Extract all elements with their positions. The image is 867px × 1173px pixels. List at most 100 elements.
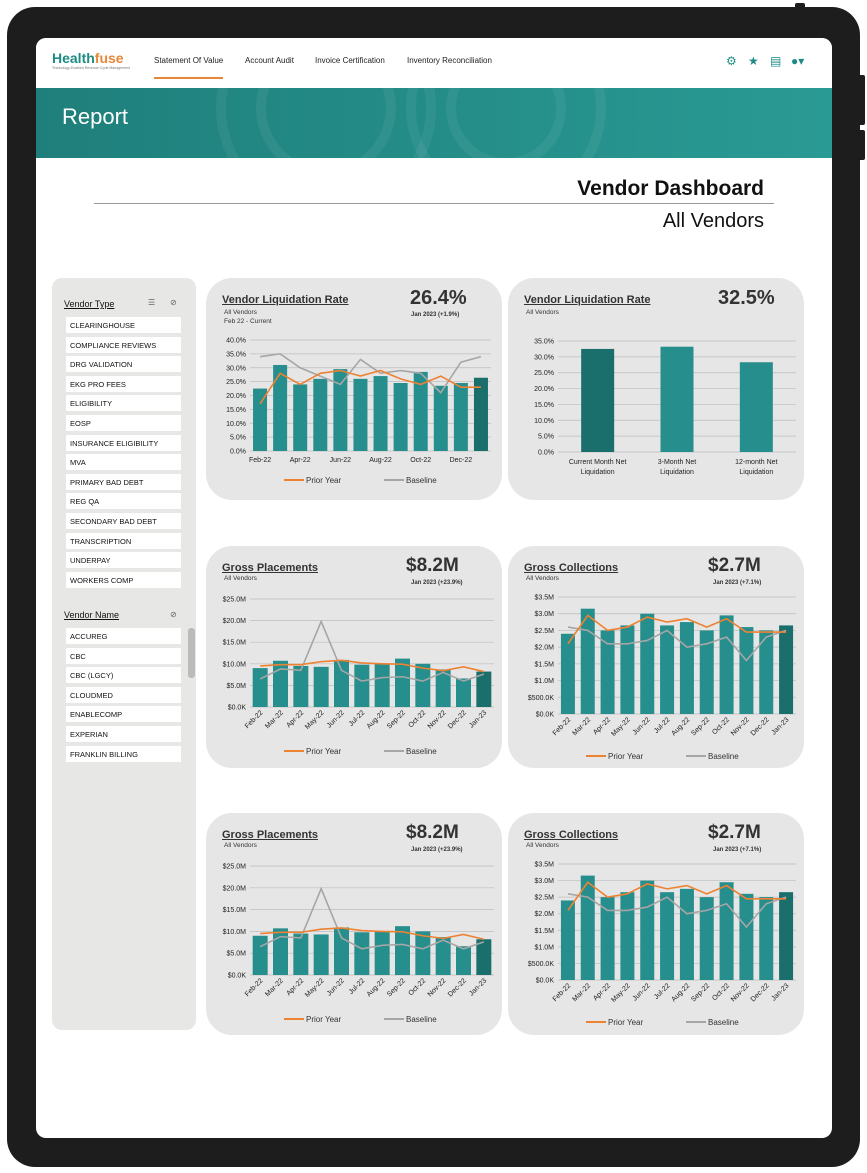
vendor-type-item-2[interactable]: DRG VALIDATION [66, 356, 181, 373]
user-menu-icon[interactable]: ●▾ [791, 54, 805, 68]
x-tick-label: Jun-22 [330, 457, 352, 464]
vendor-name-item-1[interactable]: CBC [66, 647, 181, 664]
bar [373, 376, 388, 451]
vendor-type-item-7[interactable]: MVA [66, 454, 181, 471]
y-tick-label: $10.0M [223, 661, 247, 668]
vendor-type-item-11[interactable]: TRANSCRIPTION [66, 532, 181, 549]
vendor-type-item-5[interactable]: EOSP [66, 415, 181, 431]
bar [334, 927, 349, 975]
y-tick-label: $3.5M [535, 595, 555, 602]
star-icon[interactable]: ★ [748, 54, 759, 68]
prior-year-line [567, 881, 787, 911]
bar [313, 666, 329, 707]
bar [620, 892, 635, 980]
x-tick-label: Nov-22 [427, 709, 448, 730]
legend-baseline-label: Baseline [406, 476, 437, 485]
y-tick-label: 35.0% [534, 339, 554, 346]
prior-year-line [259, 369, 481, 405]
x-tick-label: Oct-22 [407, 709, 427, 729]
kpi-value: $2.7M [708, 822, 761, 843]
vendor-name-item-3[interactable]: CLOUDMED [66, 686, 181, 703]
y-tick-label: 30.0% [226, 365, 246, 372]
nav-account-audit[interactable]: Account Audit [245, 56, 294, 65]
clear-filter-icon-2[interactable]: ⊘ [170, 610, 177, 619]
bar [660, 625, 675, 714]
nav-invoice-certification[interactable]: Invoice Certification [315, 56, 385, 65]
vendor-name-item-4[interactable]: ENABLECOMP [66, 706, 181, 723]
bar [679, 888, 694, 980]
x-tick-label: Jun-22 [326, 709, 346, 729]
baseline-line [259, 353, 482, 394]
vendor-type-item-1[interactable]: COMPLIANCE REVIEWS [66, 336, 181, 353]
bar [473, 377, 488, 451]
vendor-type-item-4[interactable]: ELIGIBILITY [66, 395, 181, 412]
multi-select-icon[interactable]: ☰ [148, 298, 156, 307]
card-subtitle: All Vendors [224, 575, 257, 582]
x-tick-label: Jan-23 [468, 709, 488, 729]
nav-statement-of-value[interactable]: Statement Of Value [154, 56, 224, 79]
card-gross-collections-2: $0.0K $500.0K $1.0M $1.5M $2.0M $2.5M $3.0M $3.… [508, 813, 804, 1035]
x-tick-label: Dec-22 [450, 457, 473, 464]
logo-tagline: Technology-Enabled Revenue Cycle Managem… [52, 66, 130, 70]
vendor-type-item-8[interactable]: PRIMARY BAD DEBT [66, 473, 181, 490]
bar [779, 892, 794, 980]
vendor-type-item-10[interactable]: SECONDARY BAD DEBT [66, 513, 181, 529]
liquidation-rate-chart: 0.0% 5.0% 10.0% 15.0% 20.0% 25.0% 30.0% 35.0% 40… [226, 338, 491, 485]
y-tick-label: $10.0M [223, 929, 247, 936]
bar [560, 633, 575, 714]
x-tick-label: Oct-22 [711, 982, 731, 1002]
y-tick-label: $15.0M [223, 907, 247, 914]
y-tick-label: 25.0% [226, 379, 246, 386]
y-tick-label: $2.5M [535, 628, 555, 635]
vendor-name-item-5[interactable]: EXPERIAN [66, 726, 181, 742]
liquidation-summary-chart: 0.0% 5.0% 10.0% 15.0% 20.0% 25.0% 30.0% 35.0% Cu… [534, 339, 796, 476]
y-tick-label: $20.0M [223, 885, 247, 892]
vendor-name-item-6[interactable]: FRANKLIN BILLING [66, 745, 181, 762]
healthfuse-logo[interactable]: Healthfuse [52, 50, 124, 66]
vendor-type-item-13[interactable]: WORKERS COMP [66, 571, 181, 588]
bar [456, 678, 471, 707]
y-tick-label: $2.5M [535, 895, 555, 902]
bar [293, 933, 309, 975]
x-tick-label: Dec-22 [447, 977, 468, 998]
notifications-icon[interactable]: ▤ [770, 54, 782, 68]
legend-baseline-label: Baseline [708, 1018, 739, 1027]
vendor-name-item-0[interactable]: ACCUREG [66, 628, 181, 644]
x-tick-label-line2: Liquidation [660, 469, 694, 476]
vendor-name-item-2[interactable]: CBC (LGCY) [66, 667, 181, 684]
bar [699, 630, 714, 714]
bar [560, 900, 575, 980]
bar [660, 892, 675, 980]
x-tick-label: Apr-22 [592, 716, 612, 736]
y-tick-label: $0.0K [536, 712, 555, 719]
card-title: Vendor Liquidation Rate [524, 294, 651, 306]
gross-placements-chart: $0.0K $5.0M $10.0M $15.0M $20.0M $25.0M Prior … [223, 597, 494, 756]
bar [334, 659, 349, 707]
x-tick-label: Apr-22 [290, 457, 311, 464]
card-gross-placements-2: $0.0K $5.0M $10.0M $15.0M $20.0M $25.0M Prior … [206, 813, 502, 1035]
filter-sidebar: Vendor Type ☰ ⊘ Vendor Name ⊘ CLEARINGHO… [52, 278, 196, 1030]
kpi-value: 32.5% [718, 287, 775, 309]
tablet-volume-button-2 [858, 130, 865, 160]
vendor-type-item-12[interactable]: UNDERPAY [66, 552, 181, 569]
card-subtitle: All Vendors [224, 842, 257, 849]
y-tick-label: $5.0M [227, 683, 247, 690]
nav-inventory-reconciliation[interactable]: Inventory Reconciliation [407, 56, 492, 65]
vendor-type-item-0[interactable]: CLEARINGHOUSE [66, 317, 181, 333]
vendor-type-item-9[interactable]: REG QA [66, 493, 181, 510]
bar [354, 932, 370, 975]
vendor-list-scrollbar[interactable] [188, 628, 195, 678]
bar [374, 931, 390, 975]
clear-filter-icon[interactable]: ⊘ [170, 298, 177, 307]
y-tick-label: 25.0% [534, 370, 554, 377]
x-tick-label: Jul-22 [348, 709, 367, 728]
y-tick-label: 20.0% [534, 386, 554, 393]
y-tick-label: $0.0K [228, 705, 247, 712]
bar [476, 671, 492, 707]
bar [313, 934, 329, 975]
vendor-type-item-3[interactable]: EKG PRO FEES [66, 375, 181, 392]
gear-icon[interactable]: ⚙ [726, 54, 737, 68]
vendor-type-item-6[interactable]: INSURANCE ELIGIBILITY [66, 434, 181, 451]
x-tick-label: May-22 [610, 716, 632, 738]
report-banner: Report [36, 88, 832, 158]
